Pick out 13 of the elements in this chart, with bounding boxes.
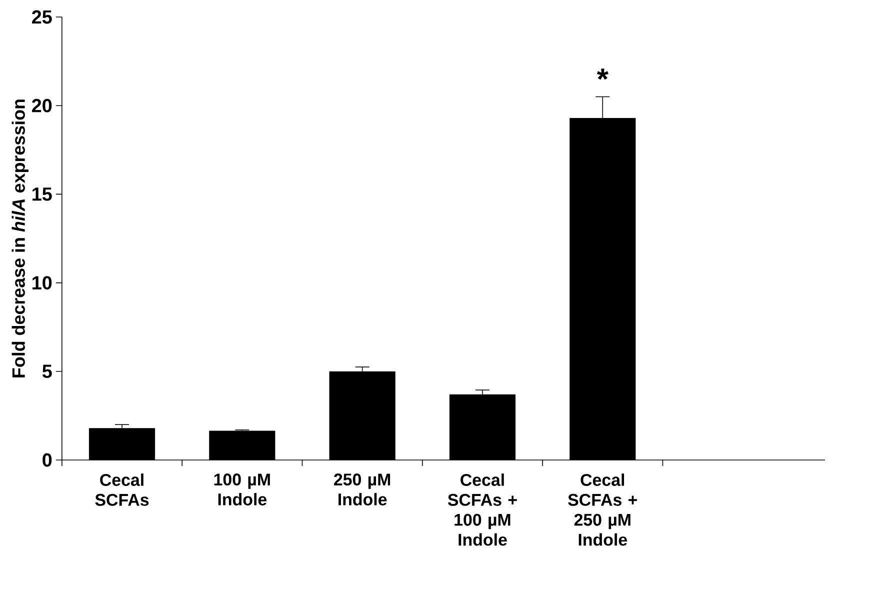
y-tick-label: 5 [42, 364, 52, 378]
x-tick-label: Cecal SCFAs + 100 µM Indole [448, 474, 517, 546]
y-tick-label: 0 [42, 453, 52, 467]
x-tick-label: Cecal SCFAs [95, 474, 149, 506]
annotation: * [596, 68, 608, 80]
y-tick-label: 20 [32, 98, 52, 112]
y-tick-label: 15 [32, 188, 52, 201]
y-tick-label: 25 [32, 10, 52, 24]
y-tick-label: 10 [32, 276, 52, 290]
x-tick-label: Cecal SCFAs + 250 µM Indole [568, 474, 638, 546]
y-axis-title: Fold decrease in hilA expression [12, 100, 29, 378]
x-tick-label: 100 µM Indole [214, 474, 270, 506]
x-tick-label: 250 µM Indole [334, 474, 390, 506]
